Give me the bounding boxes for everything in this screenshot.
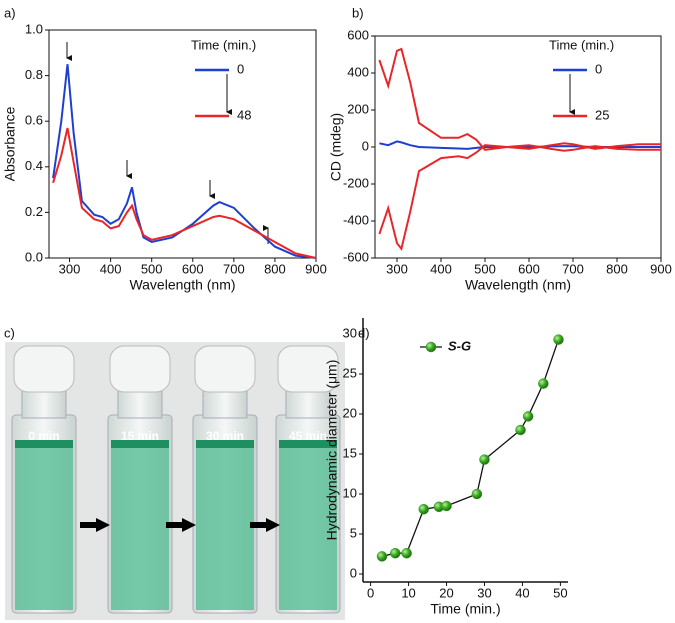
y-tick-label: 0.0	[25, 249, 43, 264]
x-tick-label: 300	[386, 261, 408, 276]
series-line	[378, 47, 661, 151]
x-tick-label: 600	[518, 261, 540, 276]
vial-cap	[194, 345, 256, 393]
series-line	[381, 339, 560, 558]
panel-label: d)	[358, 325, 370, 340]
panel-label: b)	[352, 5, 364, 20]
legend-label: 48	[237, 107, 251, 122]
y-tick-label: 5	[350, 525, 357, 540]
vial-neck	[21, 387, 67, 419]
x-tick-label: 500	[141, 261, 163, 276]
series-line	[52, 64, 317, 259]
vial-neck	[202, 387, 248, 419]
x-tick-label: 10	[401, 585, 415, 600]
data-point	[441, 500, 452, 512]
vial-label: 45 min	[289, 429, 327, 443]
legend-label: 25	[595, 107, 609, 122]
x-tick-label: 0	[367, 585, 374, 600]
y-tick-label: 200	[347, 101, 369, 116]
data-point	[479, 454, 490, 465]
vial-neck	[117, 387, 163, 419]
x-tick-label: 400	[100, 261, 122, 276]
vial-solution	[196, 445, 254, 610]
vial-meniscus	[15, 440, 73, 448]
y-tick-label: -200	[343, 175, 369, 190]
y-tick-label: 600	[347, 27, 369, 42]
legend-marker	[425, 341, 437, 353]
y-tick-label: 15	[343, 445, 357, 460]
vial-solution	[15, 445, 73, 610]
legend-title: Time (min.)	[191, 37, 256, 52]
y-tick-label: 0	[362, 138, 369, 153]
vial-label: 30 min	[206, 429, 244, 443]
y-tick-label: 25	[343, 365, 357, 380]
x-tick-label: 700	[223, 261, 245, 276]
y-tick-label: 0.6	[25, 113, 43, 128]
vial-meniscus	[196, 440, 254, 448]
vial-cap	[13, 345, 75, 393]
panel-label: a)	[4, 5, 16, 20]
y-tick-label: 0.2	[25, 204, 43, 219]
vial-meniscus	[279, 440, 337, 448]
y-tick-label: 400	[347, 64, 369, 79]
vial-cap	[109, 345, 171, 393]
y-tick-label: 0.8	[25, 67, 43, 82]
vial-cap	[277, 345, 339, 393]
legend-label: 0	[595, 61, 602, 76]
y-tick-label: 30	[343, 325, 357, 340]
data-point	[376, 551, 388, 562]
x-tick-label: 900	[650, 261, 672, 276]
y-tick-label: 0.4	[25, 158, 43, 173]
x-tick-label: 700	[562, 261, 584, 276]
y-tick-label: 20	[343, 405, 357, 420]
panel-label: c)	[4, 325, 15, 340]
x-tick-label: 800	[264, 261, 286, 276]
x-axis-label: Wavelength (nm)	[465, 277, 571, 293]
data-point	[538, 378, 549, 389]
data-point	[390, 547, 401, 559]
x-tick-label: 600	[182, 261, 204, 276]
x-tick-label: 300	[59, 261, 81, 276]
y-axis-label: CD (mdeg)	[328, 113, 344, 181]
annotation-arrows	[66, 42, 575, 244]
legend-title: Time (min.)	[549, 37, 614, 52]
vial-solution	[111, 445, 169, 610]
data-point	[471, 488, 483, 500]
vial-label: 0 min	[28, 429, 59, 443]
x-tick-label: 20	[439, 585, 453, 600]
x-tick-label: 30	[477, 585, 491, 600]
y-axis-label: Hydrodynamic diameter (μm)	[324, 360, 340, 541]
x-axis-label: Wavelength (nm)	[129, 277, 235, 293]
series-line	[378, 144, 661, 252]
data-point	[515, 424, 526, 436]
data-point	[522, 411, 534, 422]
x-tick-label: 40	[515, 585, 529, 600]
x-tick-label: 500	[474, 261, 496, 276]
y-tick-label: 1.0	[25, 21, 43, 36]
x-tick-label: 800	[606, 261, 628, 276]
y-tick-label: 10	[343, 485, 357, 500]
vial-meniscus	[111, 440, 169, 448]
data-point	[553, 334, 564, 345]
y-tick-label: 0	[350, 565, 357, 580]
x-axis-label: Time (min.)	[430, 601, 500, 617]
photo: 0 min 15 min 30 min 45 min	[5, 342, 345, 620]
vial-label: 15 min	[121, 429, 159, 443]
y-tick-label: -600	[343, 249, 369, 264]
data-point	[401, 547, 412, 559]
plot-frame	[48, 29, 317, 259]
series-line	[52, 127, 317, 259]
x-tick-label: 400	[430, 261, 452, 276]
y-axis-label: Absorbance	[2, 106, 18, 181]
x-tick-label: 50	[553, 585, 567, 600]
y-tick-label: -400	[343, 212, 369, 227]
legend-label: 0	[237, 61, 244, 76]
data-point	[418, 503, 429, 515]
x-tick-label: 900	[305, 261, 327, 276]
vial-solution	[279, 445, 337, 610]
legend-label: S-G	[448, 338, 471, 353]
vial-neck	[285, 387, 331, 419]
